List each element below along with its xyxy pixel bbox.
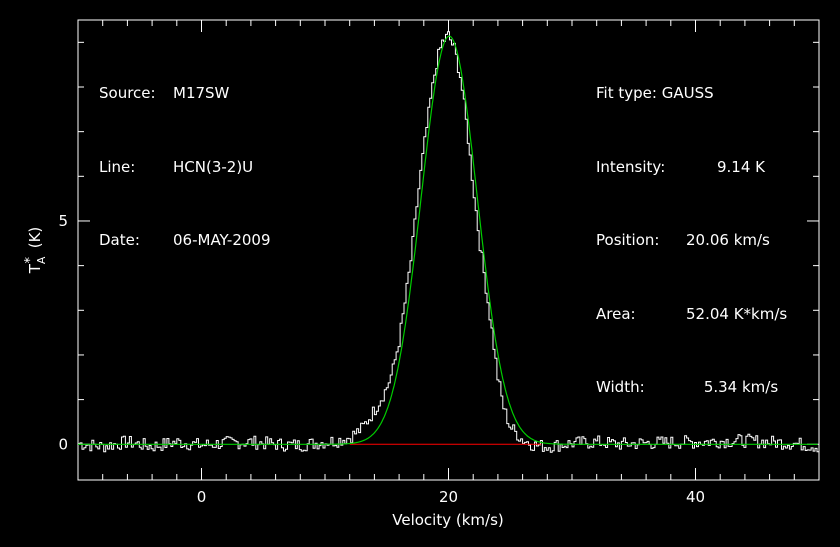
intensity-value: 9.14 K	[716, 157, 765, 176]
y-tick-label: 0	[58, 435, 68, 453]
x-axis-label: Velocity (km/s)	[392, 511, 503, 529]
line-value: HCN(3-2)U	[173, 157, 254, 176]
fit-type-key: Fit type:	[596, 84, 657, 102]
source-info-block: Source: M17SW Line: HCN(3-2)U Date: 06-MAY-…	[99, 32, 271, 277]
y-axis-label: TA* (K)	[23, 227, 48, 275]
gaussian-fit-curve	[78, 35, 818, 445]
area-value: 52.04 K*km/s	[686, 304, 788, 323]
source-value: M17SW	[173, 84, 230, 102]
svg-text:TA* (K): TA* (K)	[23, 227, 48, 275]
date-value: 06-MAY-2009	[173, 231, 271, 249]
fit-type-value: GAUSS	[661, 84, 714, 102]
x-tick-label: 40	[686, 488, 705, 506]
intensity-key: Intensity:	[596, 157, 666, 176]
x-tick-label: 0	[197, 488, 207, 506]
source-key: Source:	[99, 84, 156, 102]
position-value: 20.06 km/s	[686, 231, 770, 249]
width-key: Width:	[596, 378, 645, 396]
area-key: Area:	[596, 304, 636, 323]
y-tick-label: 5	[58, 212, 68, 230]
x-tick-label: 20	[439, 488, 458, 506]
position-key: Position:	[596, 231, 660, 249]
date-key: Date:	[99, 231, 140, 249]
line-key: Line:	[99, 157, 136, 176]
fit-info-block: Fit type: GAUSS Intensity: 9.14 K Positio…	[596, 32, 796, 424]
width-value: 5.34 km/s	[703, 378, 779, 396]
